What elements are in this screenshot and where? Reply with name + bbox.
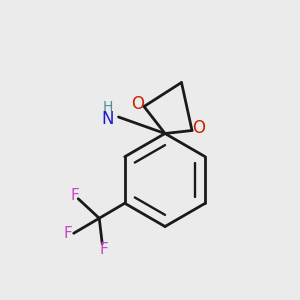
Text: O: O: [131, 95, 144, 113]
Text: O: O: [192, 119, 205, 137]
Text: F: F: [99, 242, 108, 257]
Text: H: H: [103, 100, 113, 113]
Text: N: N: [102, 110, 114, 128]
Text: F: F: [64, 226, 73, 241]
Text: F: F: [71, 188, 80, 203]
